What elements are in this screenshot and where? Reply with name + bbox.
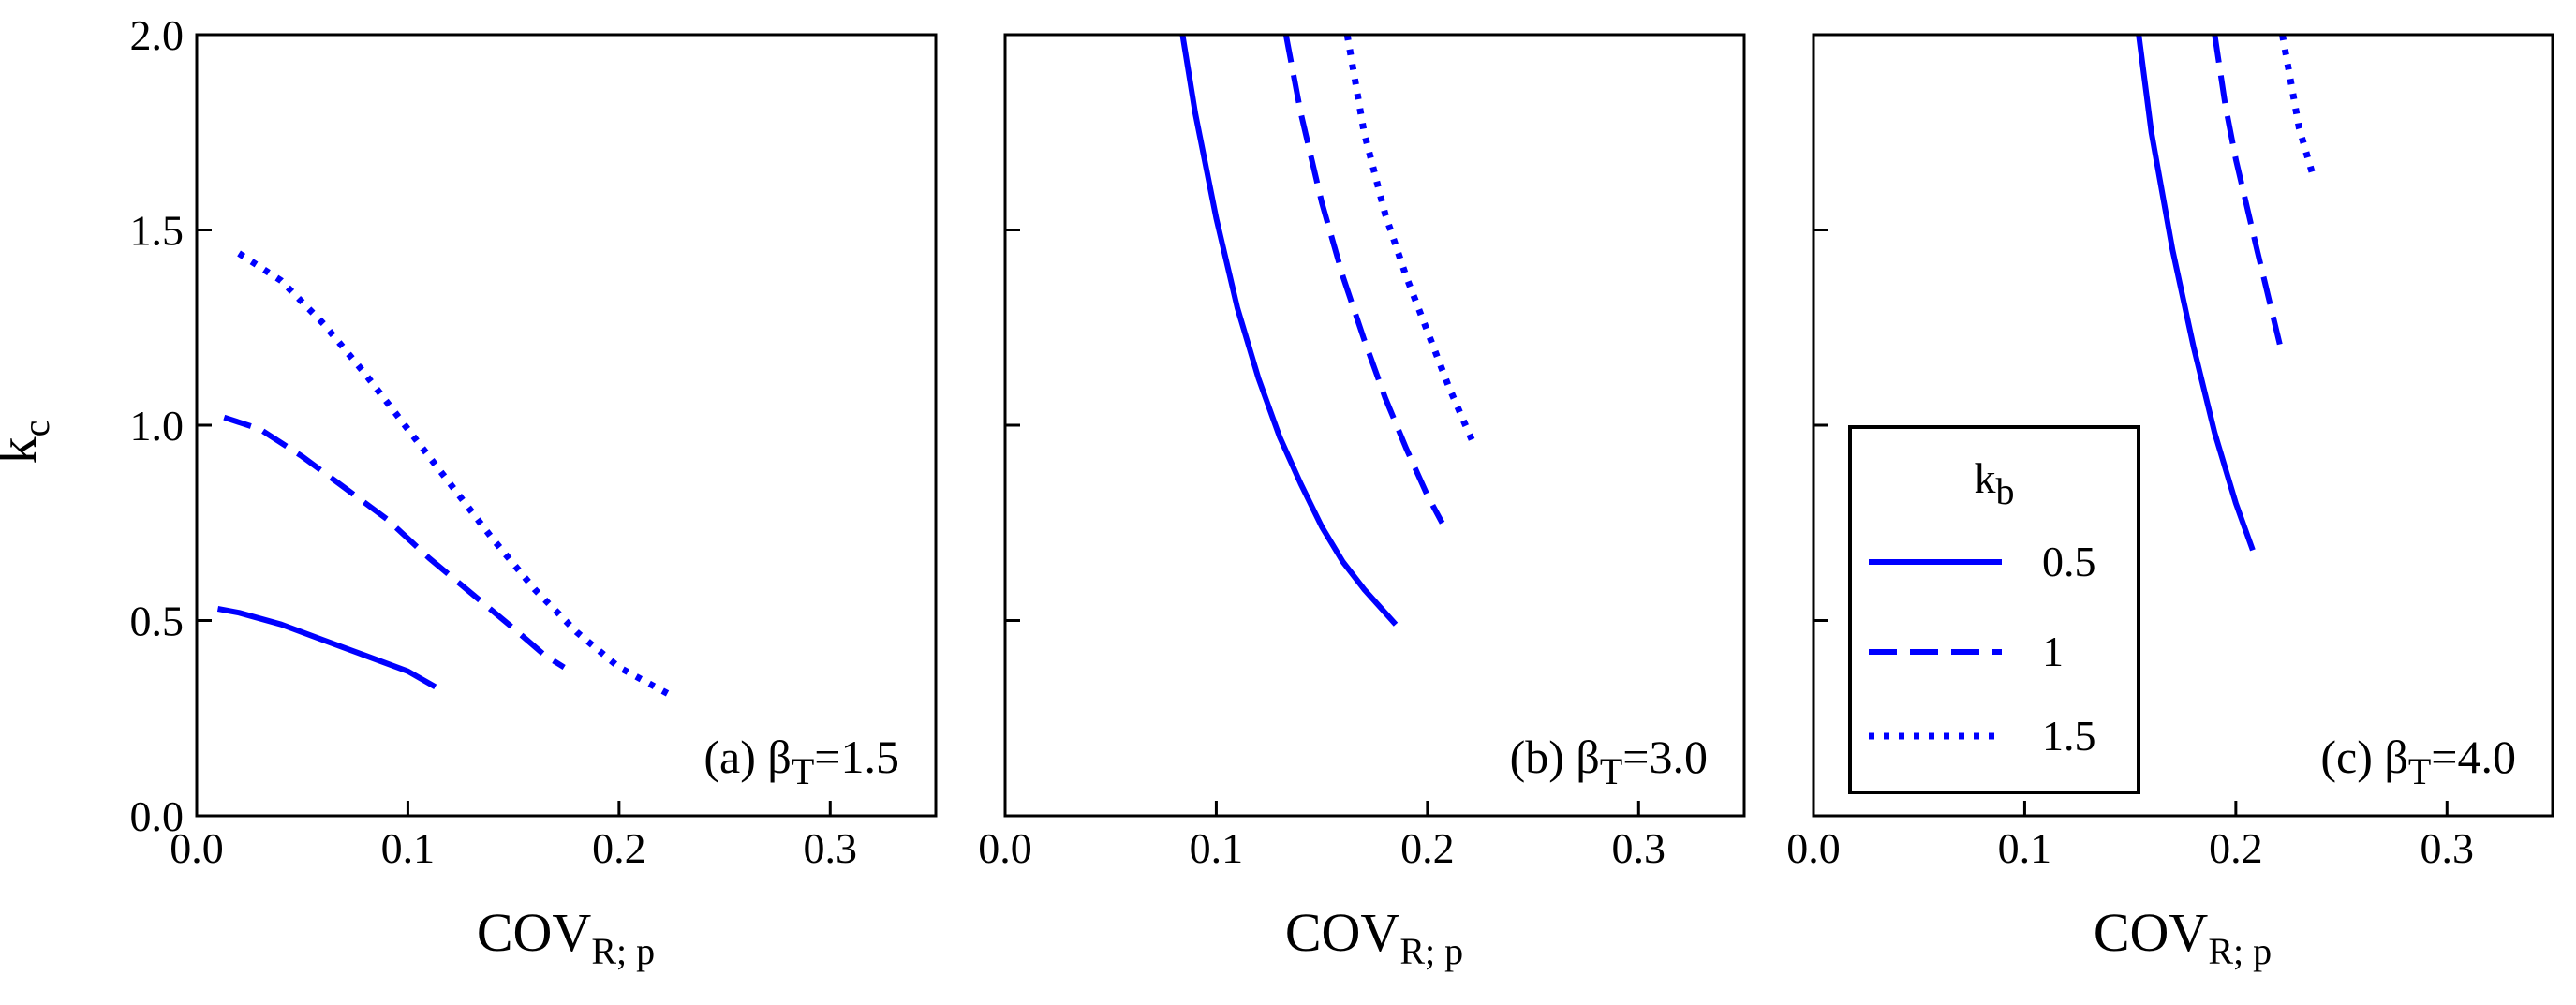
panel-a: 0.0 0.1 0.2 0.3 0.0 0.5 1.0 1.5 2.0 (a) βT=1.5 C…	[130, 11, 938, 972]
panel-c-x-tick-label-3: 0.3	[2421, 824, 2475, 872]
panel-c-x-tick-label-1: 0.1	[1998, 824, 2052, 872]
panel-c-x-axis-label: COVR; p	[2094, 902, 2272, 972]
panel-a-y-tick-label-3: 1.5	[130, 207, 185, 255]
panel-b-x-tick-label-2: 0.2	[1400, 824, 1455, 872]
panel-c-x-tick-label-0: 0.0	[1786, 824, 1841, 872]
panel-b-ticks: 0.0 0.1 0.2 0.3	[978, 33, 1666, 872]
panel-c-series-solid-0	[2136, 34, 2256, 552]
panel-b-x-tick-label-3: 0.3	[1612, 824, 1666, 872]
legend-box	[1848, 425, 2140, 794]
panel-c-label: (c) βT=4.0	[2320, 731, 2516, 792]
panel-a-x-tick-label-3: 0.3	[804, 824, 858, 872]
panel-b-x-tick-label-0: 0.0	[978, 824, 1032, 872]
panel-a-y-tick-label-4: 2.0	[130, 11, 185, 59]
panel-a-x-tick-label-1: 0.1	[381, 824, 436, 872]
panel-c-series	[2136, 34, 2317, 552]
y-axis-label: kc	[0, 421, 57, 465]
panel-a-ticks: 0.0 0.1 0.2 0.3 0.0 0.5 1.0 1.5 2.0	[130, 11, 858, 872]
panel-b-x-axis-label: COVR; p	[1285, 902, 1463, 972]
panel-c-x-tick-label-2: 0.2	[2209, 824, 2263, 872]
panel-a-y-tick-label-2: 1.0	[130, 402, 185, 450]
panel-a-x-axis-label: COVR; p	[477, 902, 655, 972]
legend-entry-1: 1	[2042, 628, 2064, 675]
legend-entry-0: 0.5	[2042, 538, 2096, 585]
panel-b-label: (b) βT=3.0	[1510, 731, 1708, 792]
panel-b-series	[1179, 34, 1477, 627]
panel-b-series-solid-0	[1179, 34, 1399, 627]
panel-c-series-dotted-2	[2279, 34, 2317, 181]
panel-a-series	[216, 250, 672, 698]
panel-b: 0.0 0.1 0.2 0.3 (b) βT=3.0 COVR; p	[978, 33, 1746, 972]
panel-a-x-tick-label-0: 0.0	[170, 824, 224, 872]
panel-a-label: (a) βT=1.5	[703, 731, 899, 792]
legend: kb 0.5 1 1.5	[1848, 425, 2140, 794]
panel-a-y-tick-label-1: 0.5	[130, 598, 185, 645]
panel-a-y-tick-label-0: 0.0	[130, 792, 185, 840]
legend-title: kb	[1975, 454, 2015, 512]
panel-b-x-tick-label-1: 0.1	[1190, 824, 1244, 872]
panel-c-series-dashed-1	[2212, 34, 2286, 356]
panel-c-ticks: 0.0 0.1 0.2 0.3	[1786, 33, 2475, 872]
panel-c: 0.0 0.1 0.2 0.3 (c) βT=4.0 COVR; p kb 0.5 1…	[1786, 33, 2554, 972]
legend-entry-2: 1.5	[2042, 712, 2096, 760]
panel-a-series-dashed-1	[223, 414, 566, 671]
panel-b-series-dashed-1	[1282, 34, 1445, 525]
panel-a-series-dotted-2	[237, 250, 672, 698]
panel-a-x-tick-label-2: 0.2	[592, 824, 646, 872]
panel-a-series-solid-0	[216, 606, 437, 690]
